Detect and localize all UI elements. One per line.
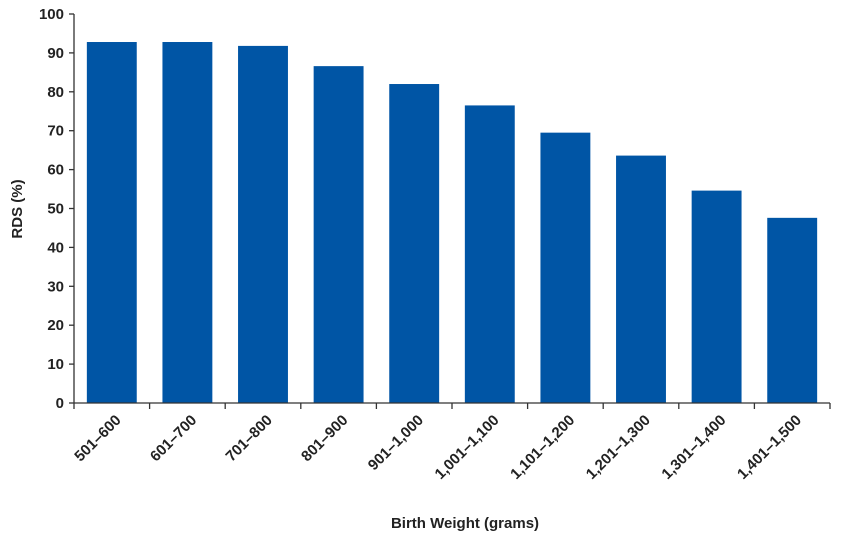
bars-group <box>86 42 818 404</box>
y-tick-label: 60 <box>47 162 64 179</box>
x-axis-title: Birth Weight (grams) <box>391 515 539 532</box>
x-tick-label: 1,201–1,300 <box>583 412 654 483</box>
bar-5 <box>389 84 440 404</box>
y-tick-label: 50 <box>47 201 64 218</box>
y-tick-label: 40 <box>47 239 64 256</box>
bar-2 <box>162 42 213 403</box>
y-tick-label: 10 <box>47 356 64 373</box>
x-tick-label: 501–600 <box>71 412 124 465</box>
x-tick-label: 901–1,000 <box>365 412 427 474</box>
bar-6 <box>464 105 515 404</box>
bar-9 <box>691 190 742 403</box>
y-tick-label: 20 <box>47 317 64 334</box>
bar-8 <box>616 155 666 403</box>
y-axis: 0 10 20 30 40 50 60 70 80 90 100 <box>39 6 75 412</box>
y-tick-label: 80 <box>47 84 64 101</box>
y-tick-label: 90 <box>47 45 64 62</box>
bar-10 <box>767 217 818 403</box>
x-tick-label: 1,401–1,500 <box>734 412 805 483</box>
x-tick-label: 1,101–1,200 <box>507 412 578 483</box>
x-tick-label: 801–900 <box>298 412 351 465</box>
bar-7 <box>540 132 591 403</box>
y-tick-label: 70 <box>47 123 64 140</box>
bar-1 <box>86 42 137 403</box>
x-tick-label: 701–800 <box>223 412 276 465</box>
x-tick-label: 1,301–1,400 <box>658 412 729 483</box>
y-tick-label: 100 <box>39 6 64 23</box>
y-tick-label: 30 <box>47 278 64 295</box>
y-tick-label: 0 <box>56 395 64 412</box>
x-tick-label: 601–700 <box>147 412 200 465</box>
bar-3 <box>238 45 288 404</box>
bar-4 <box>313 66 364 403</box>
y-axis-title: RDS (%) <box>9 179 26 238</box>
x-tick-label: 1,001–1,100 <box>432 412 503 483</box>
x-axis: 501–600 601–700 701–800 801–900 901–1,000 1,0… <box>71 402 831 483</box>
